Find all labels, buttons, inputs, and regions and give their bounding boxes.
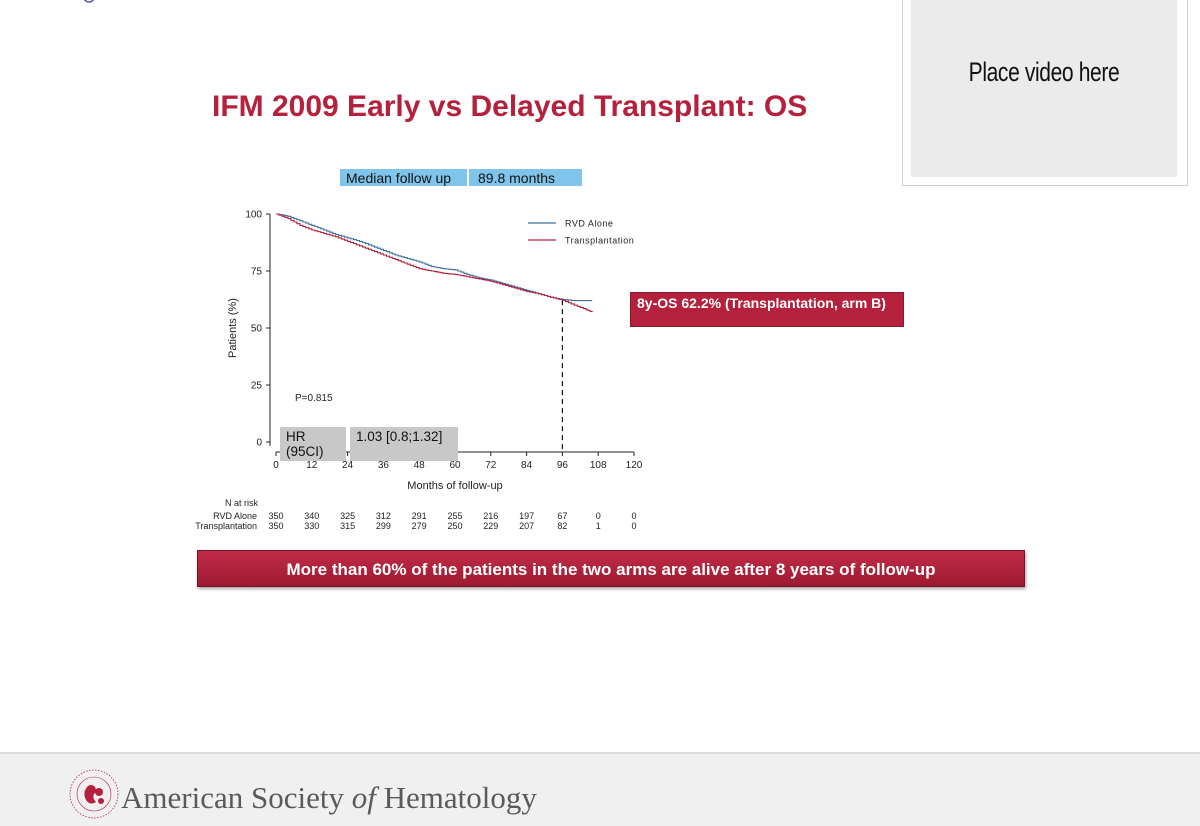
os-callout: 8y-OS 62.2% (Transplantation, arm B)	[630, 292, 904, 327]
hr-label-box: HR (95CI)	[280, 427, 346, 461]
x-tick-label: 96	[557, 460, 569, 471]
video-placeholder-area[interactable]: Place video here	[911, 0, 1177, 177]
footer: American Society of Hematology	[0, 752, 1200, 826]
x-tick-label: 48	[414, 460, 426, 471]
ash-name-prefix: American Society	[121, 780, 352, 815]
risk-cell: 0	[631, 511, 636, 521]
hr-label: HR (95CI)	[286, 429, 324, 459]
risk-row-label: RVD Alone	[213, 511, 257, 521]
risk-cell: 229	[483, 521, 498, 531]
legend-label: RVD Alone	[565, 219, 613, 229]
risk-cell: 350	[268, 511, 283, 521]
risk-cell: 279	[412, 521, 427, 531]
x-tick-label: 120	[626, 460, 643, 471]
chart-series	[276, 213, 593, 313]
median-followup-value: 89.8 months	[478, 170, 556, 186]
y-axis-label: Patients (%)	[227, 298, 239, 358]
series-line-rvd-alone	[276, 213, 593, 302]
risk-cell: 207	[519, 521, 534, 531]
x-tick-label: 60	[449, 460, 461, 471]
y-tick-label: 50	[251, 324, 263, 335]
hr-value-box: 1.03 [0.8;1.32]	[350, 427, 458, 461]
series-line-transplantation	[276, 213, 593, 313]
x-axis-label: Months of follow-up	[407, 480, 502, 492]
risk-table: N at risk RVD Alone 350 340 325 312 291 255 216 1…	[195, 498, 636, 531]
p-value: P=0.815	[295, 393, 333, 404]
chart-legend: RVD Alone Transplantation	[528, 219, 634, 246]
median-divider	[467, 169, 469, 186]
risk-cell: 197	[519, 511, 534, 521]
hr-value: 1.03 [0.8;1.32]	[356, 429, 443, 444]
risk-cell: 330	[304, 521, 319, 531]
video-placeholder[interactable]: Place video here	[902, 0, 1188, 186]
risk-cell: 255	[447, 511, 462, 521]
y-tick-label: 100	[245, 210, 262, 221]
risk-cell: 0	[631, 521, 636, 531]
ash-name-suffix: Hematology	[375, 780, 537, 815]
y-tick-label: 75	[251, 267, 263, 278]
risk-cell: 0	[596, 511, 601, 521]
chart-ticks: 0 25 50 75 100 0 12 24 36 48 60 72 84 96 108 120	[245, 210, 642, 472]
x-tick-label: 0	[273, 460, 279, 471]
ash-name: American Society of Hematology	[121, 780, 537, 816]
risk-cell: 216	[483, 511, 498, 521]
legend-label: Transplantation	[565, 236, 634, 246]
risk-cell: 315	[340, 521, 355, 531]
ash-name-of: of	[351, 780, 376, 815]
risk-cell: 1	[596, 521, 601, 531]
median-followup-box: Median follow up 89.8 months	[340, 169, 582, 186]
risk-cell: 350	[268, 521, 283, 531]
y-tick-label: 0	[256, 438, 262, 449]
summary-banner: More than 60% of the patients in the two…	[197, 550, 1025, 587]
x-tick-label: 108	[590, 460, 607, 471]
y-tick-label: 25	[251, 381, 263, 392]
slide-title: IFM 2009 Early vs Delayed Transplant: OS	[212, 90, 808, 123]
risk-cell: 67	[557, 511, 567, 521]
risk-cell: 325	[340, 511, 355, 521]
risk-cell: 250	[447, 521, 462, 531]
x-tick-label: 36	[378, 460, 390, 471]
risk-cell: 291	[412, 511, 427, 521]
risk-table-header: N at risk	[225, 498, 259, 508]
video-placeholder-label: Place video here	[968, 57, 1120, 87]
risk-cell: 340	[304, 511, 319, 521]
risk-cell: 299	[376, 521, 391, 531]
shield-icon	[83, 0, 95, 3]
os-callout-text: 8y-OS 62.2% (Transplantation, arm B)	[637, 295, 886, 311]
summary-banner-text: More than 60% of the patients in the two…	[286, 560, 936, 579]
median-followup-label: Median follow up	[346, 170, 452, 186]
risk-row-label: Transplantation	[195, 521, 257, 531]
risk-cell: 312	[376, 511, 391, 521]
risk-cell: 82	[557, 521, 567, 531]
chart-axes	[269, 214, 634, 453]
x-tick-label: 12	[306, 460, 318, 471]
x-tick-label: 84	[521, 460, 533, 471]
x-tick-label: 24	[342, 460, 354, 471]
ash-seal-logo	[69, 769, 119, 819]
x-tick-label: 72	[485, 460, 497, 471]
